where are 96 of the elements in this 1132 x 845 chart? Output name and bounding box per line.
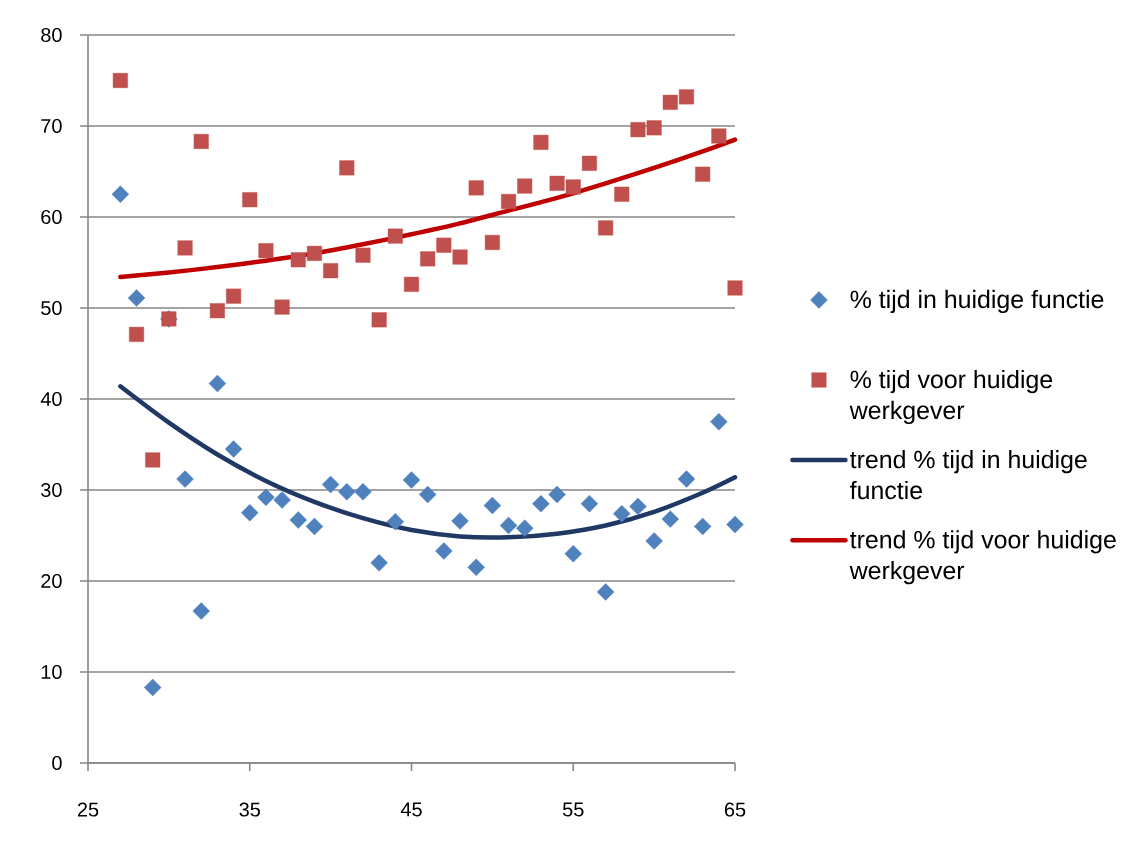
x-tick-label: 65 (724, 802, 746, 817)
point (677, 470, 696, 488)
point (483, 496, 502, 515)
point (273, 491, 291, 509)
y-tick-label: 80 (41, 27, 62, 43)
point (419, 485, 437, 504)
point (549, 175, 565, 191)
point (436, 237, 452, 253)
point (145, 452, 161, 468)
point (127, 289, 146, 307)
point (678, 89, 694, 105)
point (339, 160, 355, 176)
point (533, 134, 549, 150)
point (467, 558, 485, 577)
point (614, 186, 630, 202)
point (420, 251, 436, 267)
point (274, 299, 290, 315)
x-tick-label: 25 (77, 802, 99, 817)
point (695, 166, 711, 182)
point (646, 120, 662, 136)
point (662, 94, 678, 110)
point (501, 194, 517, 210)
point (257, 488, 275, 506)
point (289, 511, 307, 529)
legend-label: trend % tijd in huidige functie (850, 450, 1087, 500)
point (224, 440, 243, 458)
point (258, 243, 274, 259)
point (241, 504, 259, 522)
point (177, 240, 193, 256)
point (402, 471, 421, 489)
point (435, 542, 453, 560)
point (323, 263, 339, 279)
point (710, 413, 728, 431)
point (111, 185, 130, 203)
point (532, 494, 550, 513)
point (564, 545, 582, 563)
point (645, 532, 663, 550)
point (580, 494, 599, 513)
point (387, 228, 403, 244)
point (192, 602, 210, 620)
line-series (118, 384, 738, 540)
line-series (118, 137, 738, 280)
point (661, 510, 679, 528)
point (613, 504, 631, 523)
point (727, 280, 743, 296)
y-tick-label: 20 (41, 573, 62, 589)
point (711, 128, 727, 144)
point (355, 247, 371, 263)
x-tick-label: 35 (239, 802, 260, 817)
y-tick-label: 30 (41, 482, 62, 498)
point (596, 583, 615, 601)
point (193, 133, 209, 149)
point (548, 485, 566, 504)
x-tick-label: 45 (400, 802, 422, 817)
point (112, 73, 128, 88)
point (354, 483, 372, 501)
point (386, 513, 405, 531)
point (629, 497, 647, 516)
point (226, 288, 242, 304)
point (176, 470, 194, 488)
point (581, 155, 597, 171)
point (290, 252, 306, 268)
legend-label: % tijd in huidige functie (850, 289, 1104, 314)
point (209, 303, 225, 319)
point (305, 517, 324, 536)
point (144, 678, 162, 697)
point (306, 245, 322, 261)
point (452, 249, 468, 265)
point (321, 475, 340, 494)
legend-label: trend % tijd voor huidige werkgever (849, 530, 1116, 585)
point (404, 276, 419, 292)
y-tick-label: 50 (41, 300, 62, 316)
y-tick-label: 70 (41, 118, 62, 134)
point (338, 483, 356, 501)
point (468, 180, 484, 196)
point (630, 122, 646, 138)
point (484, 234, 500, 250)
point (693, 517, 712, 536)
point (517, 178, 533, 194)
point (516, 519, 534, 537)
y-tick-label: 40 (40, 391, 62, 407)
point (726, 515, 744, 534)
point (370, 554, 388, 572)
legend-label: % tijd voor huidige werkgever (849, 369, 1053, 425)
point (499, 516, 518, 535)
point (371, 312, 387, 328)
y-tick-label: 10 (41, 664, 62, 680)
point (451, 512, 469, 530)
point (129, 326, 145, 342)
y-tick-label: 60 (41, 209, 62, 225)
y-tick-label: 0 (52, 755, 62, 771)
point (565, 179, 581, 195)
x-tick-label: 55 (562, 802, 584, 817)
point (208, 374, 227, 393)
point (598, 220, 614, 236)
point (242, 192, 258, 208)
